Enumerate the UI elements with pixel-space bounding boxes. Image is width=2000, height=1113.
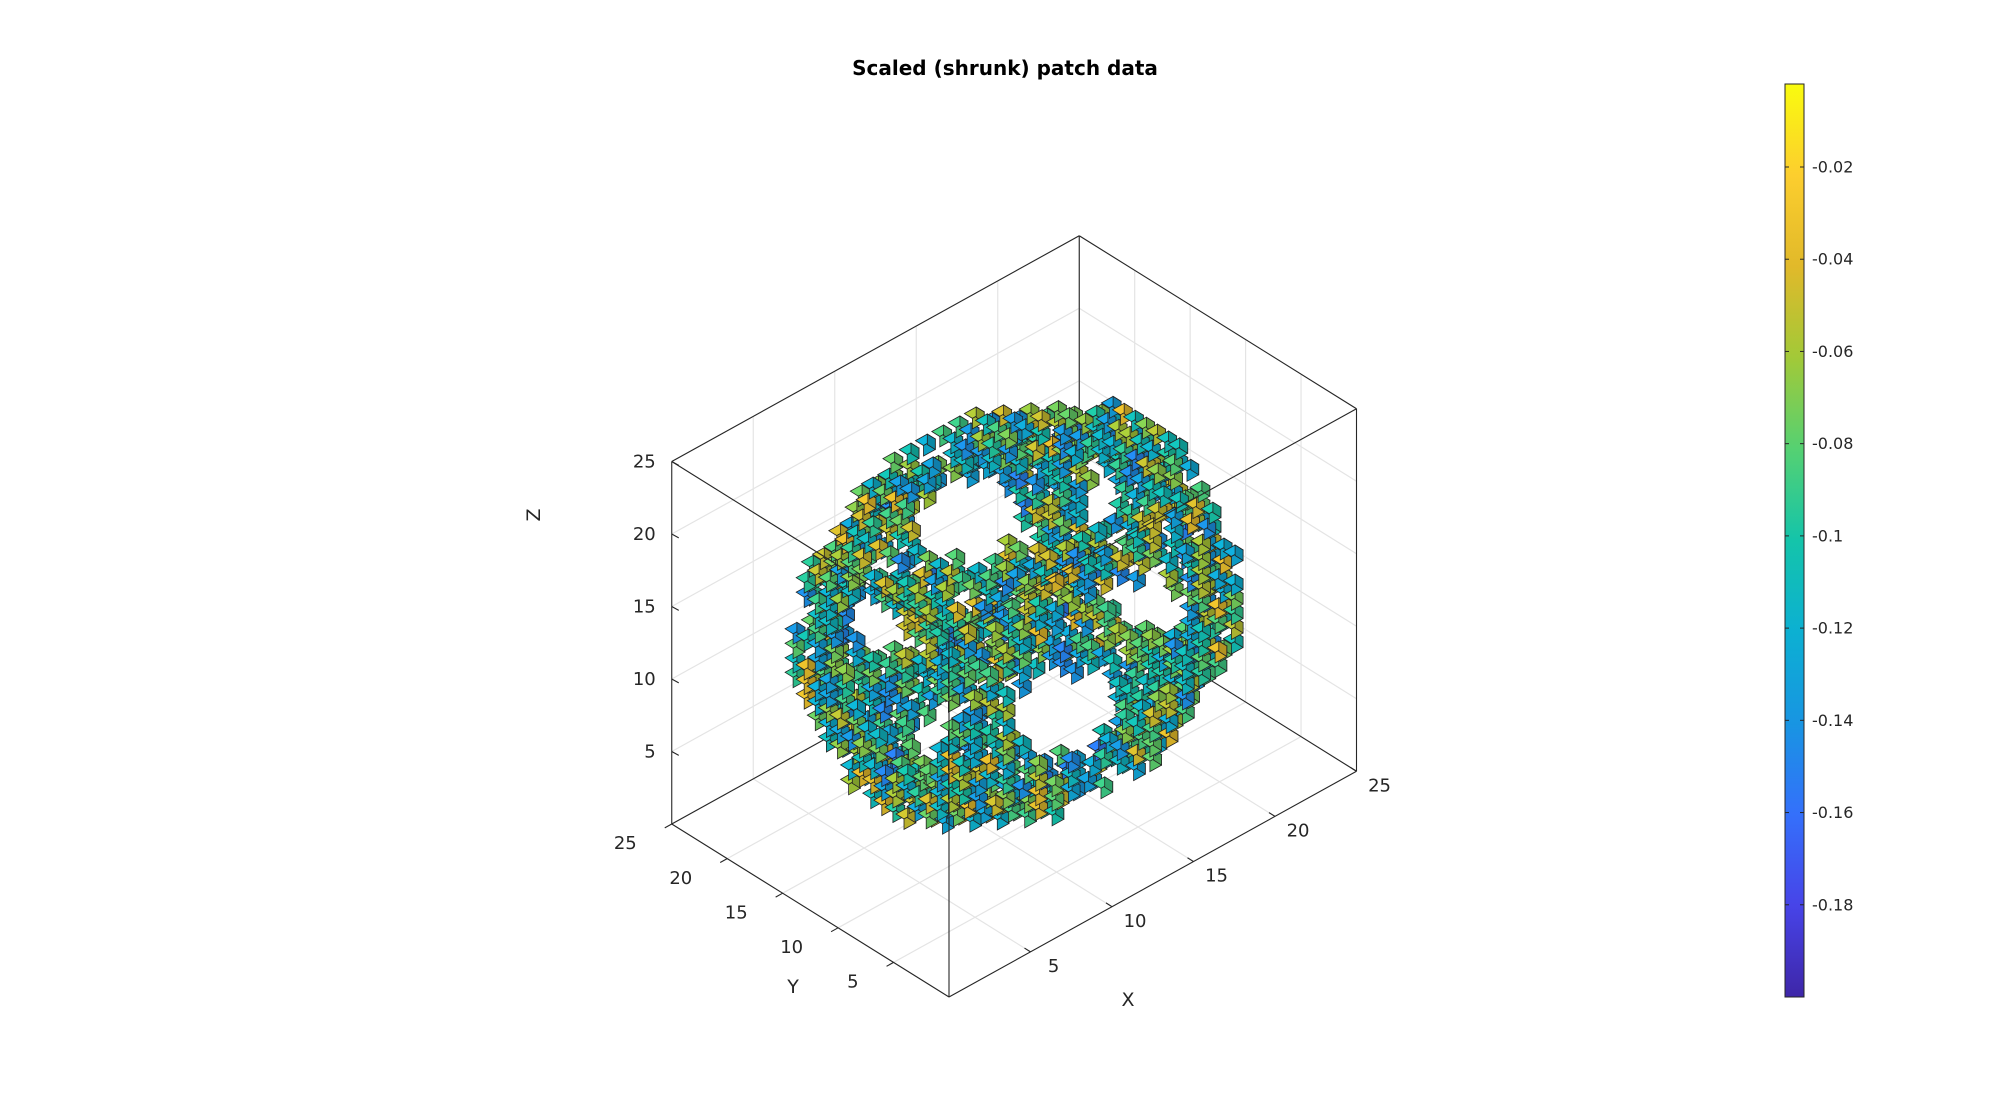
colorbar-tick-label: -0.08: [1812, 434, 1853, 453]
x-tick-label: 5: [1048, 956, 1059, 977]
box-edge: [671, 823, 950, 998]
z-tick-label: 25: [633, 452, 656, 473]
colorbar-tick-label: -0.16: [1812, 803, 1853, 822]
colorbar-tick-label: -0.02: [1812, 158, 1853, 177]
z-tick: [671, 751, 680, 756]
y-tick: [719, 858, 728, 863]
colorbar-scale: [1784, 83, 1805, 998]
voxel-face-side: [856, 630, 866, 648]
y-tick: [830, 927, 839, 933]
z-tick: [671, 533, 680, 539]
y-tick-label: 5: [847, 972, 858, 993]
box-edge: [1078, 235, 1357, 410]
z-tick-label: 20: [633, 524, 656, 545]
grid-line: [1078, 307, 1357, 482]
y-tick-label: 20: [669, 868, 692, 889]
y-tick-label: 10: [780, 937, 803, 958]
grid-line: [893, 736, 1302, 963]
z-tick: [671, 461, 680, 466]
grid-line: [752, 778, 1031, 953]
voxel-cube: [844, 630, 866, 654]
y-tick: [886, 961, 894, 967]
z-tick-label: 5: [644, 742, 655, 763]
voxel-patches: [784, 395, 1244, 835]
grid-line: [671, 307, 1080, 535]
z-tick: [671, 678, 680, 684]
x-axis-label: X: [1121, 989, 1134, 1011]
x-tick: [1350, 766, 1357, 772]
axes-box-front: [671, 408, 1357, 997]
colorbar-tick-label: -0.1: [1812, 526, 1843, 545]
x-tick-label: 10: [1124, 911, 1147, 932]
z-tick: [671, 606, 680, 611]
voxel-cube: [867, 726, 889, 750]
voxel-cube: [833, 662, 856, 686]
colorbar-tick-label: -0.12: [1812, 619, 1853, 638]
x-tick-label: 15: [1205, 866, 1228, 887]
colorbar-tick-label: -0.14: [1812, 711, 1853, 730]
colorbar: -0.02 -0.04 -0.06 -0.08 -0.1 -0.12 -0.14 -0.16 -…: [1784, 83, 1853, 998]
x-tick: [1105, 902, 1113, 908]
voxel-cube: [845, 698, 867, 722]
y-tick-label: 15: [725, 902, 748, 923]
colorbar-tick-label: -0.06: [1812, 342, 1853, 361]
y-tick-label: 25: [614, 833, 637, 854]
box-edge: [948, 770, 1357, 998]
x-tick: [1268, 812, 1276, 817]
voxel-face-side: [846, 662, 855, 680]
z-axis-label: Z: [523, 508, 545, 521]
voxel-face-side: [879, 726, 889, 744]
z-tick-label: 10: [633, 669, 656, 690]
y-tick: [775, 892, 783, 898]
x-tick-label: 20: [1287, 821, 1310, 842]
colorbar-tick-label: -0.18: [1812, 895, 1853, 914]
z-tick-label: 15: [633, 597, 656, 618]
x-tick: [1187, 857, 1194, 863]
x-tick-label: 25: [1368, 775, 1391, 796]
colorbar-tick-label: -0.04: [1812, 250, 1853, 269]
voxel-cube: [899, 737, 922, 761]
voxel-face-side: [857, 698, 866, 716]
chart-title: Scaled (shrunk) patch data: [852, 56, 1158, 80]
voxel-cube: [895, 763, 917, 787]
y-axis-label: Y: [786, 976, 799, 998]
y-tick: [664, 823, 673, 829]
x-tick: [1024, 947, 1031, 953]
box-edge: [671, 235, 1080, 462]
voxel-face-side: [911, 737, 921, 755]
